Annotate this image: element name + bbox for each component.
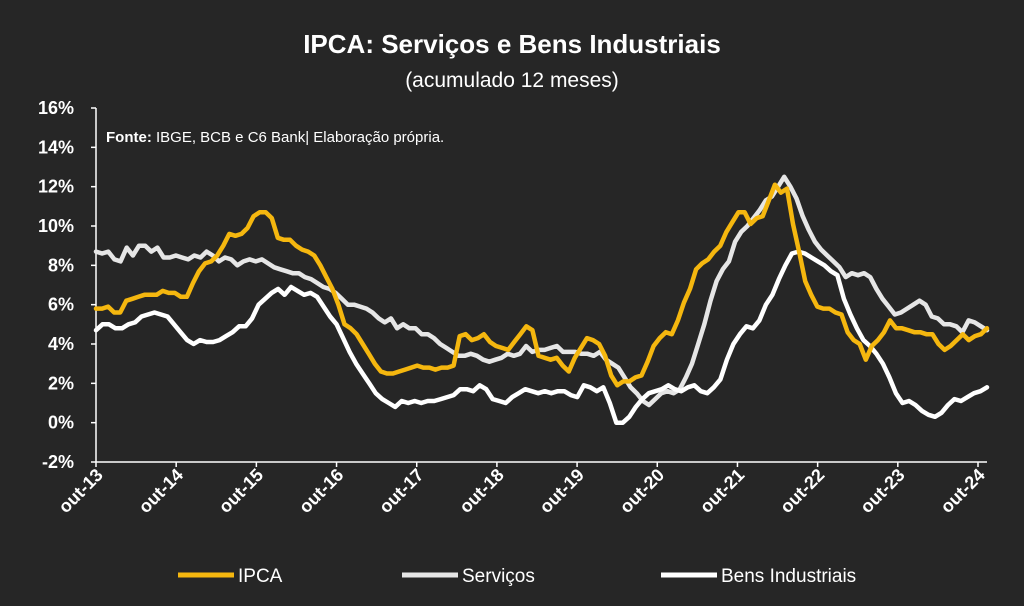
series-line-bens-industriais (93, 249, 990, 425)
source-text: IBGE, BCB e C6 Bank| Elaboração própria. (152, 129, 444, 146)
y-tick-label: 2% (48, 373, 74, 393)
legend-label-servicos: Serviços (462, 566, 535, 587)
x-axis-ticks: out-13 out-14 out-15 out-16 out-17 out-18 out-… (55, 462, 989, 517)
legend-item-ipca: IPCA (178, 566, 283, 587)
chart-title: IPCA: Serviços e Bens Industriais (303, 29, 721, 59)
x-tick-label: out-22 (776, 465, 828, 517)
x-tick-label: out-16 (295, 465, 347, 517)
legend-label-bens: Bens Industriais (721, 566, 856, 587)
y-tick-label: 14% (38, 137, 74, 157)
x-tick-label: out-19 (536, 465, 588, 517)
x-tick-label: out-18 (455, 465, 507, 517)
y-tick-label: -2% (42, 452, 74, 472)
y-tick-label: 12% (38, 177, 74, 197)
x-tick-label: out-13 (55, 465, 107, 517)
y-tick-label: 10% (38, 216, 74, 236)
series-line-servicos (93, 174, 990, 408)
series-line-ipca (93, 182, 990, 388)
y-tick-label: 16% (38, 98, 74, 118)
legend-item-servicos: Serviços (402, 566, 535, 587)
x-tick-label: out-14 (135, 465, 187, 517)
y-tick-label: 0% (48, 413, 74, 433)
y-axis-ticks: 16% 14% 12% 10% 8% 6% 4% 2% 0% -2% (38, 98, 96, 472)
source-prefix: Fonte: (106, 129, 152, 146)
legend-label-ipca: IPCA (238, 566, 283, 587)
series-lines (93, 174, 990, 425)
y-tick-label: 8% (48, 255, 74, 275)
x-tick-label: out-20 (616, 465, 668, 517)
x-tick-label: out-17 (375, 465, 427, 517)
x-tick-label: out-24 (937, 465, 989, 517)
y-tick-label: 4% (48, 334, 74, 354)
legend: IPCA Serviços Bens Industriais (178, 566, 856, 587)
x-tick-label: out-23 (856, 465, 908, 517)
source-note: Fonte: IBGE, BCB e C6 Bank| Elaboração p… (106, 129, 444, 146)
plot-area: 16%14%12%10%8%6%4%2%0%-2% out-13 out-14 ou… (38, 98, 990, 517)
legend-item-bens: Bens Industriais (661, 566, 856, 587)
y-tick-label: 6% (48, 295, 74, 315)
x-tick-label: out-21 (696, 465, 748, 517)
x-tick-label: out-15 (215, 465, 267, 517)
chart-subtitle: (acumulado 12 meses) (405, 69, 619, 92)
